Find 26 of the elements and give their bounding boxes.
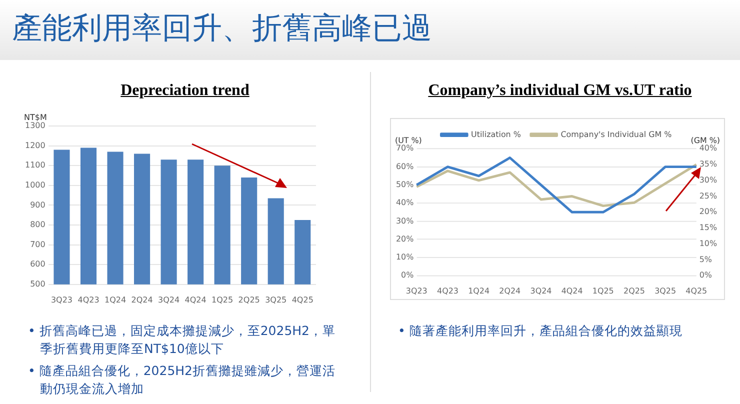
x-tick-label: 3Q24: [158, 295, 180, 304]
chart-title: Company’s individual GM vs.UT ratio: [427, 82, 693, 100]
text: 產能利用率回升、折舊高峰已過: [12, 10, 432, 48]
x-tick-label: 1Q24: [104, 295, 126, 304]
y-tick-label: 1300: [25, 121, 46, 130]
chart-title: Depreciation trend: [120, 82, 250, 100]
x-tick-label: 4Q24: [184, 295, 206, 304]
text: • 隨產品組合優化，2025H2折舊攤提雖減少，營運活動仍現金流入增加: [28, 362, 337, 398]
x-tick-label: 4Q23: [78, 295, 100, 304]
x-tick-label: 3Q23: [50, 295, 73, 304]
x-tick-label: 1Q25: [212, 295, 234, 304]
y-tick-label: 800: [30, 220, 46, 230]
x-tick-label: 2Q24: [131, 295, 153, 304]
y-tick-label: 1000: [25, 180, 46, 190]
y-tick-label: 600: [30, 260, 46, 269]
text: • 折舊高峰已過，固定成本攤提減少，至2025H2，單季折舊費用更降至NT$10億以下: [28, 322, 337, 358]
x-tick-label: 3Q25: [265, 295, 287, 304]
y-tick-label: 700: [30, 240, 46, 249]
y-tick-label: 1200: [25, 140, 46, 150]
y-tick-label: 1100: [25, 160, 46, 170]
y-tick-label: 900: [30, 200, 46, 210]
x-tick-label: 2Q25: [238, 295, 260, 304]
text: • 隨著產能利用率回升，產品組合優化的效益顯現: [398, 322, 684, 340]
y-axis-title: NT$M: [24, 113, 47, 122]
x-tick-label: 4Q25: [292, 295, 314, 304]
y-tick-label: 500: [30, 279, 46, 288]
